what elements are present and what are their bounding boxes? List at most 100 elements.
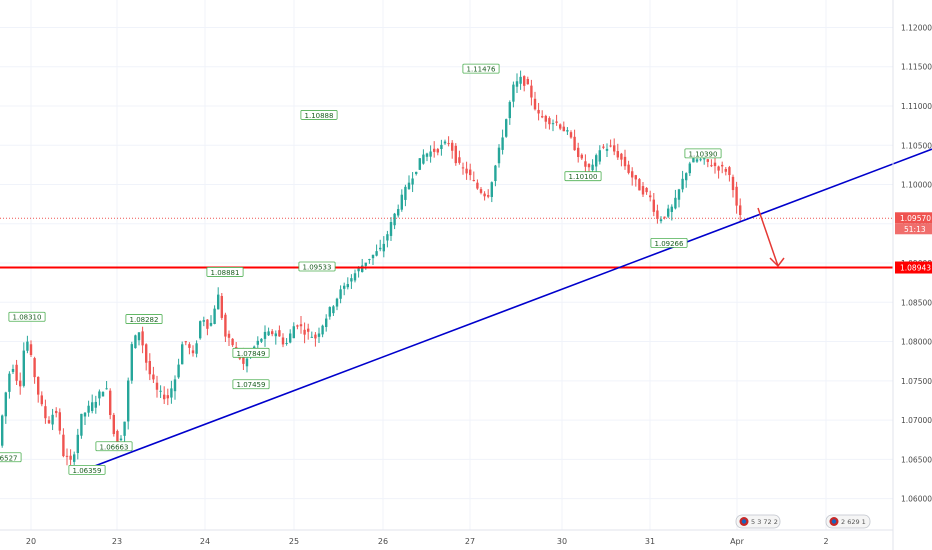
candle-body: [605, 148, 609, 151]
candle: [443, 139, 447, 145]
candle-body: [217, 294, 220, 310]
candle: [523, 75, 526, 92]
candle: [659, 216, 663, 224]
candle-body: [112, 414, 115, 435]
candle-body: [307, 328, 310, 332]
candle-body: [299, 324, 303, 327]
candle-body: [508, 102, 511, 119]
candle-body: [177, 364, 180, 378]
candle: [710, 159, 713, 168]
drawing-overlays: [0, 148, 932, 475]
candle-body: [566, 130, 569, 132]
price-tick-label: 1.11000: [901, 102, 932, 111]
candle-body: [335, 298, 339, 307]
candle: [137, 332, 141, 346]
candle: [620, 152, 623, 167]
candle: [616, 143, 619, 160]
candle: [400, 189, 403, 212]
candle: [652, 192, 655, 217]
candle-body: [461, 167, 465, 169]
candle: [335, 297, 339, 311]
candle: [577, 142, 580, 163]
candle-body: [685, 173, 688, 181]
swing-label-text: 1.10888: [305, 112, 334, 120]
candle: [170, 380, 173, 404]
candle: [94, 395, 97, 414]
candle: [631, 167, 634, 186]
swing-label-box: [232, 347, 270, 358]
candle: [472, 171, 475, 182]
candle: [177, 358, 180, 379]
candle-body: [170, 388, 173, 398]
candle-body: [220, 295, 223, 318]
time-axis[interactable]: 20 23 24 25 26 27 30 31 Apr 2: [0, 529, 893, 546]
time-tick-label: 25: [289, 537, 299, 546]
candle: [134, 334, 137, 349]
candle-body: [148, 361, 151, 375]
candle-body: [454, 145, 457, 164]
candle: [173, 375, 177, 400]
candle-body: [80, 413, 83, 436]
candle: [22, 342, 25, 388]
candle-body: [670, 206, 673, 212]
swing-label-box: [125, 314, 163, 324]
price-tick-label: 1.07500: [901, 377, 932, 386]
candle: [350, 274, 353, 289]
swing-label-text: 1.09266: [655, 240, 684, 248]
candle: [641, 182, 645, 197]
candle-body: [425, 153, 429, 157]
flag-icon-center: [741, 519, 747, 524]
swing-label-text: 1.09533: [303, 263, 332, 271]
candle-body: [314, 334, 317, 339]
economic-events[interactable]: 5 3 72 2 2 629 1: [735, 514, 871, 529]
candle: [245, 357, 249, 373]
price-axis[interactable]: 1.06000 1.06500 1.07000 1.07500 1.08000 1.085…: [892, 0, 932, 550]
candle-body: [278, 330, 281, 337]
event-text: 2 629 1: [841, 518, 866, 526]
candle: [573, 129, 576, 151]
candle: [202, 316, 205, 327]
candle-body: [706, 159, 709, 162]
candle-body: [271, 331, 274, 335]
candle-body: [731, 176, 735, 191]
swing-label-text: 1.07849: [237, 350, 266, 358]
candle: [440, 139, 443, 156]
candle: [73, 451, 76, 465]
forecast-arrow: [757, 207, 785, 268]
candle: [278, 325, 281, 337]
time-tick-label: 27: [465, 537, 475, 546]
candle: [130, 341, 133, 384]
last-price-tag: 1.09570 51:13: [895, 212, 932, 235]
candle: [87, 400, 90, 417]
candle-body: [389, 222, 393, 236]
candle: [569, 130, 573, 139]
candle-body: [598, 150, 601, 162]
candle: [415, 171, 418, 176]
candle: [307, 323, 310, 340]
candle-body: [33, 358, 36, 378]
candle: [58, 408, 61, 435]
candle-body: [379, 247, 382, 250]
economic-event-marker: 2 629 1: [825, 514, 871, 529]
candle-body: [483, 193, 486, 197]
candle: [310, 331, 313, 338]
swing-label: 1.08881: [206, 267, 244, 277]
candle: [152, 366, 155, 383]
swing-label-box: [0, 452, 22, 463]
candle-body: [580, 154, 583, 159]
candle-body: [555, 121, 558, 123]
swing-label-box: [684, 148, 722, 159]
candle: [188, 342, 191, 355]
candle: [681, 170, 684, 193]
candle: [418, 158, 421, 171]
swing-label-box: [68, 465, 106, 475]
candle: [494, 164, 497, 187]
candle: [281, 333, 285, 348]
candle-body: [245, 358, 249, 367]
time-tick-label: Apr: [730, 537, 745, 546]
candle: [425, 152, 429, 162]
candle-body: [364, 262, 367, 266]
swing-label-box: [300, 110, 338, 120]
candle: [83, 412, 87, 426]
